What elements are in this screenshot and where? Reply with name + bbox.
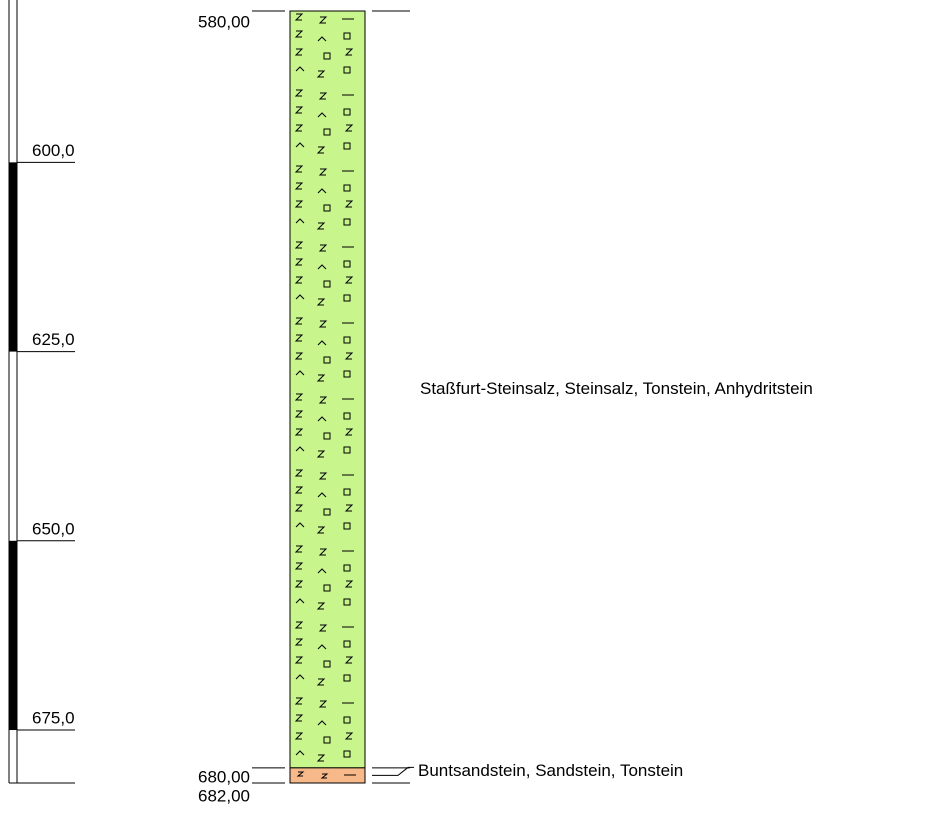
scale-segment [9, 540, 17, 731]
layer-description: Buntsandstein, Sandstein, Tonstein [418, 761, 683, 780]
layer-description: Staßfurt-Steinsalz, Steinsalz, Tonstein,… [420, 379, 813, 398]
boundary-label: 682,00 [198, 786, 250, 805]
scale-label: 650,0 [32, 519, 75, 538]
scale-label: 675,0 [32, 709, 75, 728]
layer-pattern [290, 767, 365, 783]
boundary-label: 680,00 [198, 767, 250, 786]
boundary-label: 580,00 [198, 12, 250, 31]
scale-label: 600,0 [32, 141, 75, 160]
scale-segment [9, 162, 17, 352]
scale-label: 625,0 [32, 330, 75, 349]
label-leader [372, 766, 414, 776]
layer-pattern [290, 11, 365, 768]
